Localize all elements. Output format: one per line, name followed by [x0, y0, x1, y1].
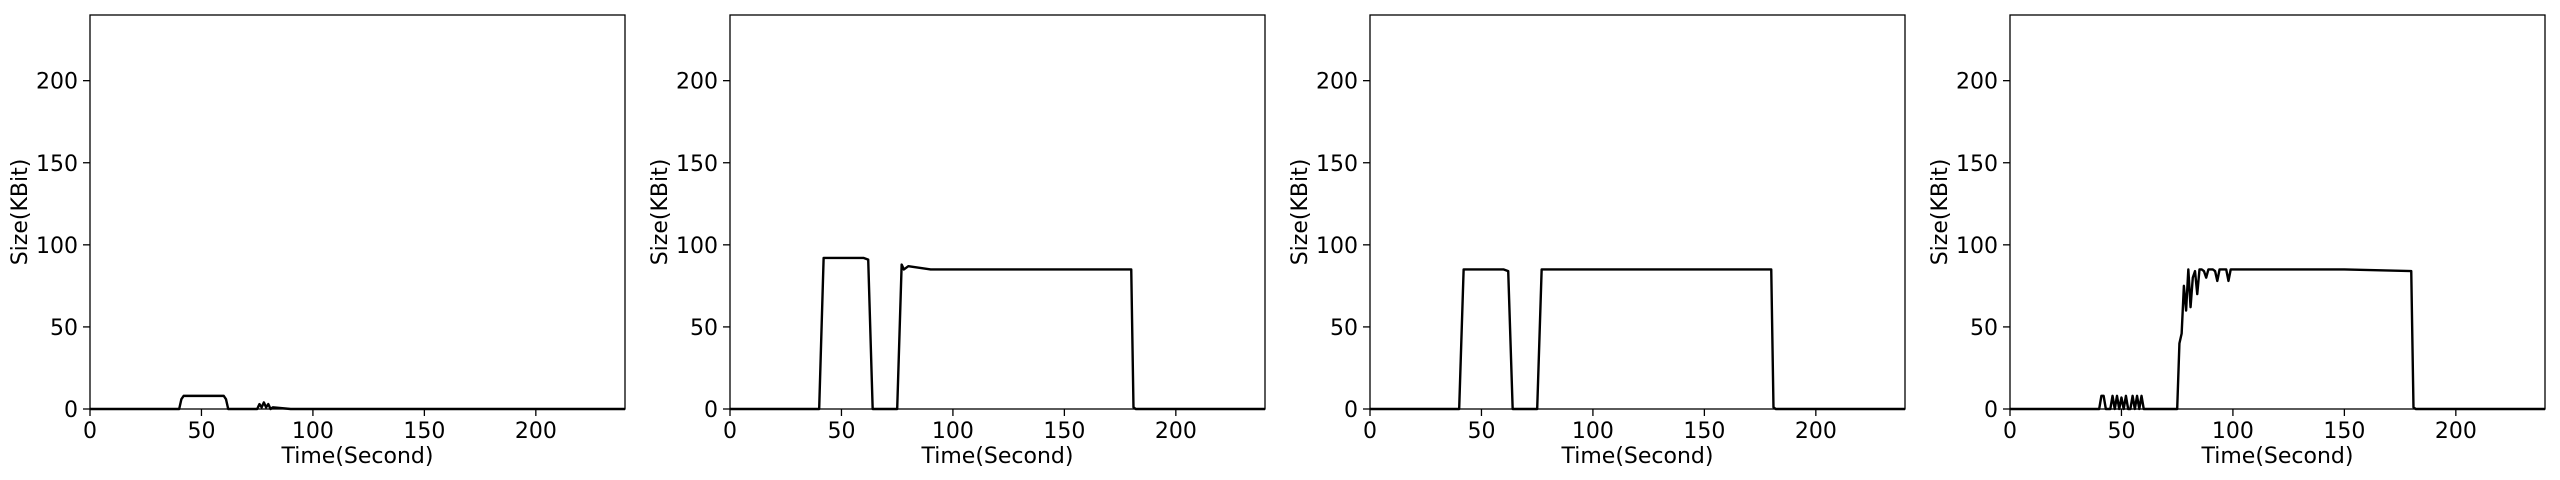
x-tick-label: 0 [723, 419, 737, 444]
x-tick-label: 0 [1363, 419, 1377, 444]
y-tick-label: 50 [1330, 316, 1358, 341]
y-tick-label: 150 [1956, 152, 1998, 177]
x-tick-label: 100 [1572, 419, 1614, 444]
x-tick-label: 150 [2323, 419, 2365, 444]
x-tick-label: 0 [83, 419, 97, 444]
x-tick-label: 100 [2212, 419, 2254, 444]
x-tick-label: 150 [1043, 419, 1085, 444]
x-tick-label: 200 [2435, 419, 2477, 444]
plot-frame [89, 14, 626, 410]
chart-panel-4: 0 50 100 150 200 0 50 100 150 200 Time(Second) Size… [1928, 14, 2546, 469]
y-tick-label: 50 [690, 316, 718, 341]
x-tick-label: 50 [1467, 419, 1495, 444]
y-tick-label: 150 [36, 152, 78, 177]
x-tick-label: 50 [2107, 419, 2135, 444]
x-tick-label: 150 [403, 419, 445, 444]
y-tick-label: 200 [36, 70, 78, 95]
series-line-1 [90, 394, 625, 411]
y-tick-label: 0 [1344, 398, 1358, 423]
x-axis-label: Time(Second) [2201, 444, 2354, 469]
plot-frame [2009, 14, 2546, 410]
chart-panel-2: 0 50 100 150 200 0 50 100 150 200 Time(Second) Size… [648, 14, 1266, 469]
x-tick-label: 50 [827, 419, 855, 444]
y-tick-label: 200 [1956, 70, 1998, 95]
y-tick-label: 150 [1316, 152, 1358, 177]
y-axis-label: Size(KBit) [8, 159, 33, 266]
y-axis-label: Size(KBit) [1928, 159, 1953, 266]
y-tick-label: 50 [50, 316, 78, 341]
x-tick-label: 0 [2003, 419, 2017, 444]
y-tick-label: 0 [1984, 398, 1998, 423]
y-tick-label: 0 [704, 398, 718, 423]
y-axis-label: Size(KBit) [1288, 159, 1313, 266]
y-tick-label: 100 [36, 234, 78, 259]
series-line-1 [730, 256, 1265, 411]
chart-panel-3: 0 50 100 150 200 0 50 100 150 200 Time(Second) Size… [1288, 14, 1906, 469]
x-axis-label: Time(Second) [281, 444, 434, 469]
series-line-1 [1370, 268, 1905, 411]
x-axis-label: Time(Second) [921, 444, 1074, 469]
x-tick-label: 200 [515, 419, 557, 444]
x-tick-label: 100 [932, 419, 974, 444]
x-axis-label: Time(Second) [1561, 444, 1714, 469]
chart-panel-1: 0 50 100 150 200 0 50 100 150 200 Time(Second) Size… [8, 14, 626, 469]
x-tick-label: 100 [292, 419, 334, 444]
x-tick-label: 200 [1795, 419, 1837, 444]
plot-frame [1369, 14, 1906, 410]
series-line-1 [2010, 268, 2545, 411]
y-axis-label: Size(KBit) [648, 159, 673, 266]
y-tick-label: 100 [1956, 234, 1998, 259]
y-tick-label: 0 [64, 398, 78, 423]
x-tick-label: 200 [1155, 419, 1197, 444]
y-tick-label: 50 [1970, 316, 1998, 341]
plot-frame [729, 14, 1266, 410]
y-tick-label: 200 [676, 70, 718, 95]
x-tick-label: 50 [187, 419, 215, 444]
x-tick-label: 150 [1683, 419, 1725, 444]
y-tick-label: 150 [676, 152, 718, 177]
y-tick-label: 100 [676, 234, 718, 259]
y-tick-label: 200 [1316, 70, 1358, 95]
y-tick-label: 100 [1316, 234, 1358, 259]
